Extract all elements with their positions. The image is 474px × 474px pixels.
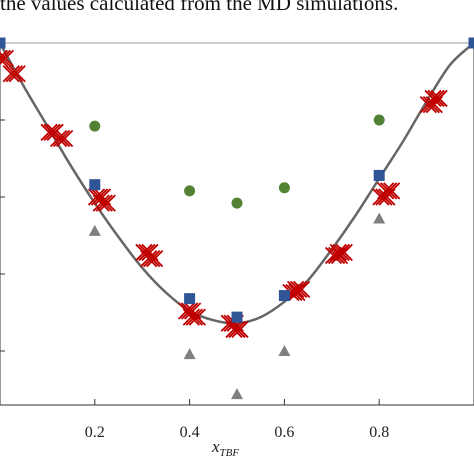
square-point [184,293,196,305]
figure-caption: the values calculated from the MD simula… [0,0,399,15]
plot-frame [0,42,474,406]
circle-point [373,114,385,126]
triangle-point [88,224,101,236]
square-point [278,290,290,302]
x-tick-label: 0.8 [369,424,389,441]
x-axis-label: xTBF [211,437,239,459]
cross-point [424,89,448,108]
x-tick-label: 0.6 [274,424,294,441]
triangle-point [183,348,196,360]
cross-point [225,320,249,339]
triangle-point [231,388,243,400]
cross-point [2,65,26,83]
circle-point [89,120,101,132]
triangle-point [278,345,291,356]
circle-point [231,197,243,209]
cross-point [135,243,159,262]
cross-point [182,308,206,326]
x-tick-label: 0.2 [85,424,105,441]
square-point [231,311,243,323]
cross-point [92,194,116,212]
cross-point [329,243,353,262]
data-marks [0,37,474,400]
fit-line-layer [0,42,474,325]
y-axis-ticks [0,119,5,352]
cross-point [0,49,15,68]
cross-point [140,249,164,268]
circle-point [278,182,290,194]
cross-point [286,280,311,299]
square-point [89,179,101,191]
x-axis-ticks: 0.2 0.4 0.6 0.8 [85,399,389,441]
square-point [0,37,6,49]
cross-point [377,182,401,200]
circle-point [184,185,196,197]
triangle-point [373,212,386,224]
square-point [468,37,474,49]
fit-curve [0,42,474,325]
x-tick-label: 0.4 [180,424,200,441]
square-point [373,169,385,181]
cross-point [49,129,74,148]
